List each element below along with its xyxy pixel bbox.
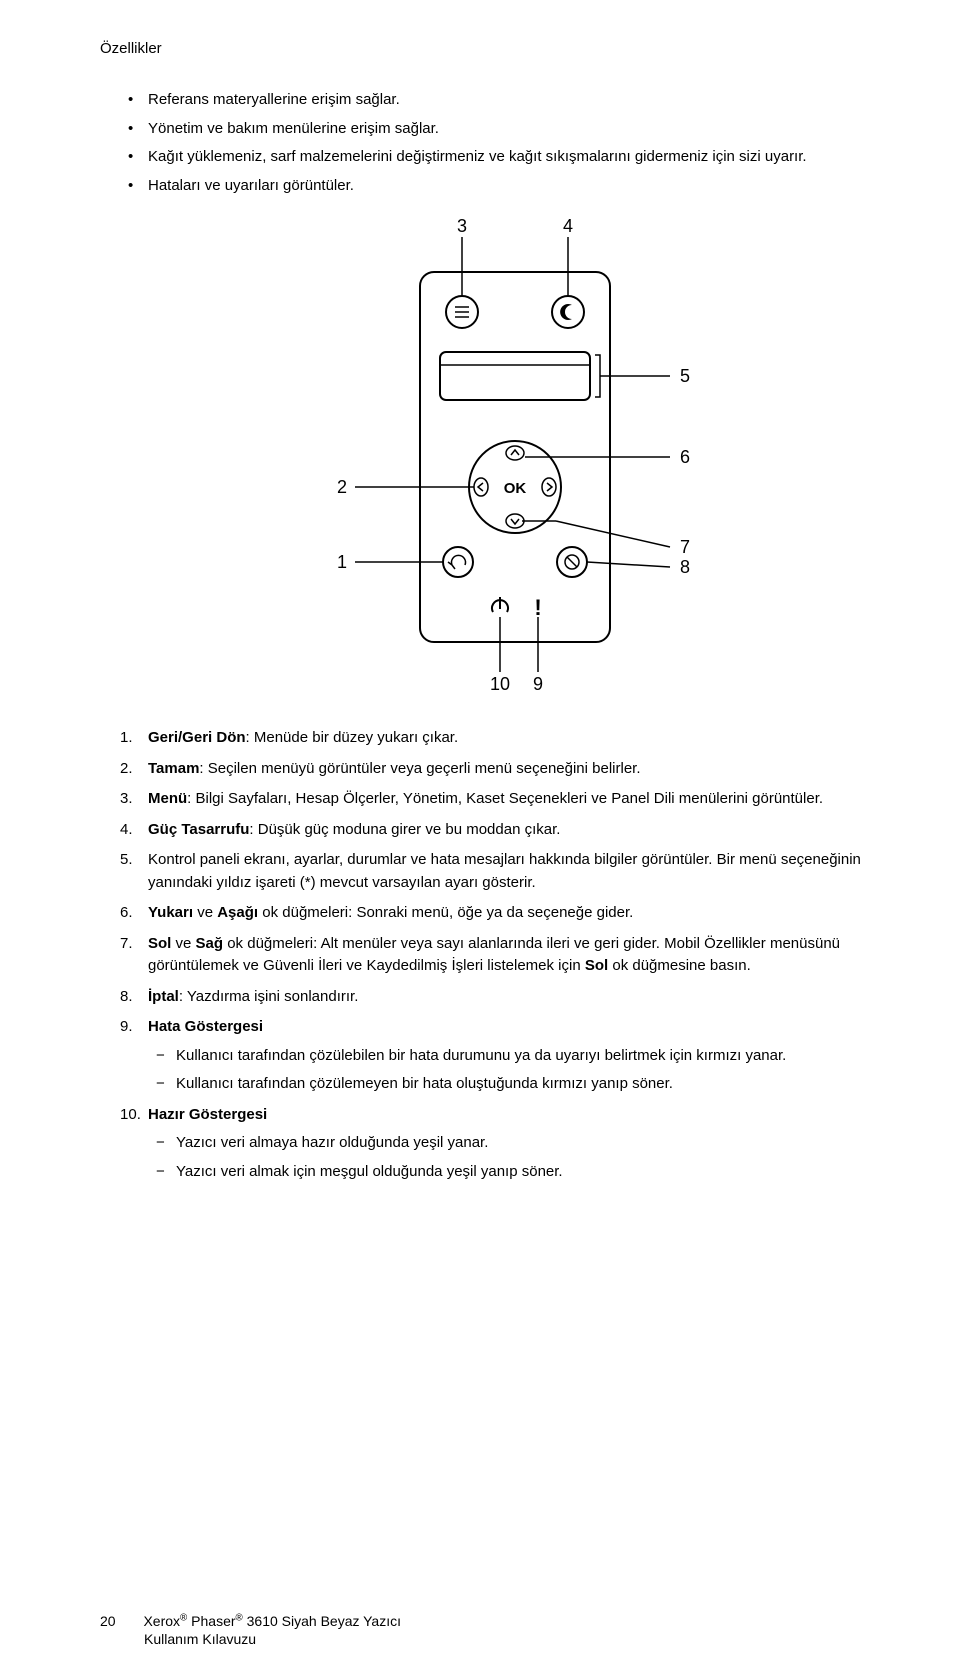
callout-7: 7: [680, 537, 690, 557]
list-item: Menü: Bilgi Sayfaları, Hesap Ölçerler, Y…: [120, 788, 880, 811]
error-indicator-glyph: !: [534, 595, 541, 620]
feature-bullet: Yönetim ve bakım menülerine erişim sağla…: [120, 118, 880, 141]
list-item: Hazır GöstergesiYazıcı veri almaya hazır…: [120, 1104, 880, 1184]
callout-8: 8: [680, 557, 690, 577]
callout-1: 1: [337, 552, 347, 572]
callout-9: 9: [533, 674, 543, 694]
feature-bullet: Kağıt yüklemeniz, sarf malzemelerini değ…: [120, 146, 880, 169]
list-item: Hata GöstergesiKullanıcı tarafından çözü…: [120, 1016, 880, 1096]
sub-list-item: Kullanıcı tarafından çözülebilen bir hat…: [148, 1045, 880, 1068]
page-header: Özellikler: [100, 40, 880, 57]
sub-list-item: Yazıcı veri almak için meşgul olduğunda …: [148, 1161, 880, 1184]
callout-5: 5: [680, 366, 690, 386]
callout-2: 2: [337, 477, 347, 497]
callout-3: 3: [457, 217, 467, 236]
callout-10: 10: [490, 674, 510, 694]
list-item: Güç Tasarrufu: Düşük güç moduna girer ve…: [120, 819, 880, 842]
list-item: Yukarı ve Aşağı ok düğmeleri: Sonraki me…: [120, 902, 880, 925]
feature-bullets: Referans materyallerine erişim sağlar. Yö…: [120, 89, 880, 197]
list-item: İptal: Yazdırma işini sonlandırır.: [120, 986, 880, 1009]
feature-bullet: Hataları ve uyarıları görüntüler.: [120, 175, 880, 198]
footer-line2: Kullanım Kılavuzu: [144, 1630, 256, 1648]
sub-list-item: Yazıcı veri almaya hazır olduğunda yeşil…: [148, 1132, 880, 1155]
list-item: Kontrol paneli ekranı, ayarlar, durumlar…: [120, 849, 880, 894]
sub-list-item: Kullanıcı tarafından çözülemeyen bir hat…: [148, 1073, 880, 1096]
control-panel-diagram: OK ! 3 4 5 6: [300, 217, 700, 697]
page-footer: 20 Xerox® Phaser® 3610 Siyah Beyaz Yazıc…: [100, 1612, 401, 1648]
sub-list: Yazıcı veri almaya hazır olduğunda yeşil…: [148, 1132, 880, 1183]
footer-line1: Xerox® Phaser® 3610 Siyah Beyaz Yazıcı: [143, 1613, 401, 1629]
sub-list: Kullanıcı tarafından çözülebilen bir hat…: [148, 1045, 880, 1096]
numbered-list: Geri/Geri Dön: Menüde bir düzey yukarı ç…: [120, 727, 880, 1183]
list-item: Sol ve Sağ ok düğmeleri: Alt menüler vey…: [120, 933, 880, 978]
callout-6: 6: [680, 447, 690, 467]
page-number: 20: [100, 1612, 116, 1630]
feature-bullet: Referans materyallerine erişim sağlar.: [120, 89, 880, 112]
ok-label: OK: [504, 480, 527, 497]
callout-4: 4: [563, 217, 573, 236]
list-item: Geri/Geri Dön: Menüde bir düzey yukarı ç…: [120, 727, 880, 750]
list-item: Tamam: Seçilen menüyü görüntüler veya ge…: [120, 758, 880, 781]
